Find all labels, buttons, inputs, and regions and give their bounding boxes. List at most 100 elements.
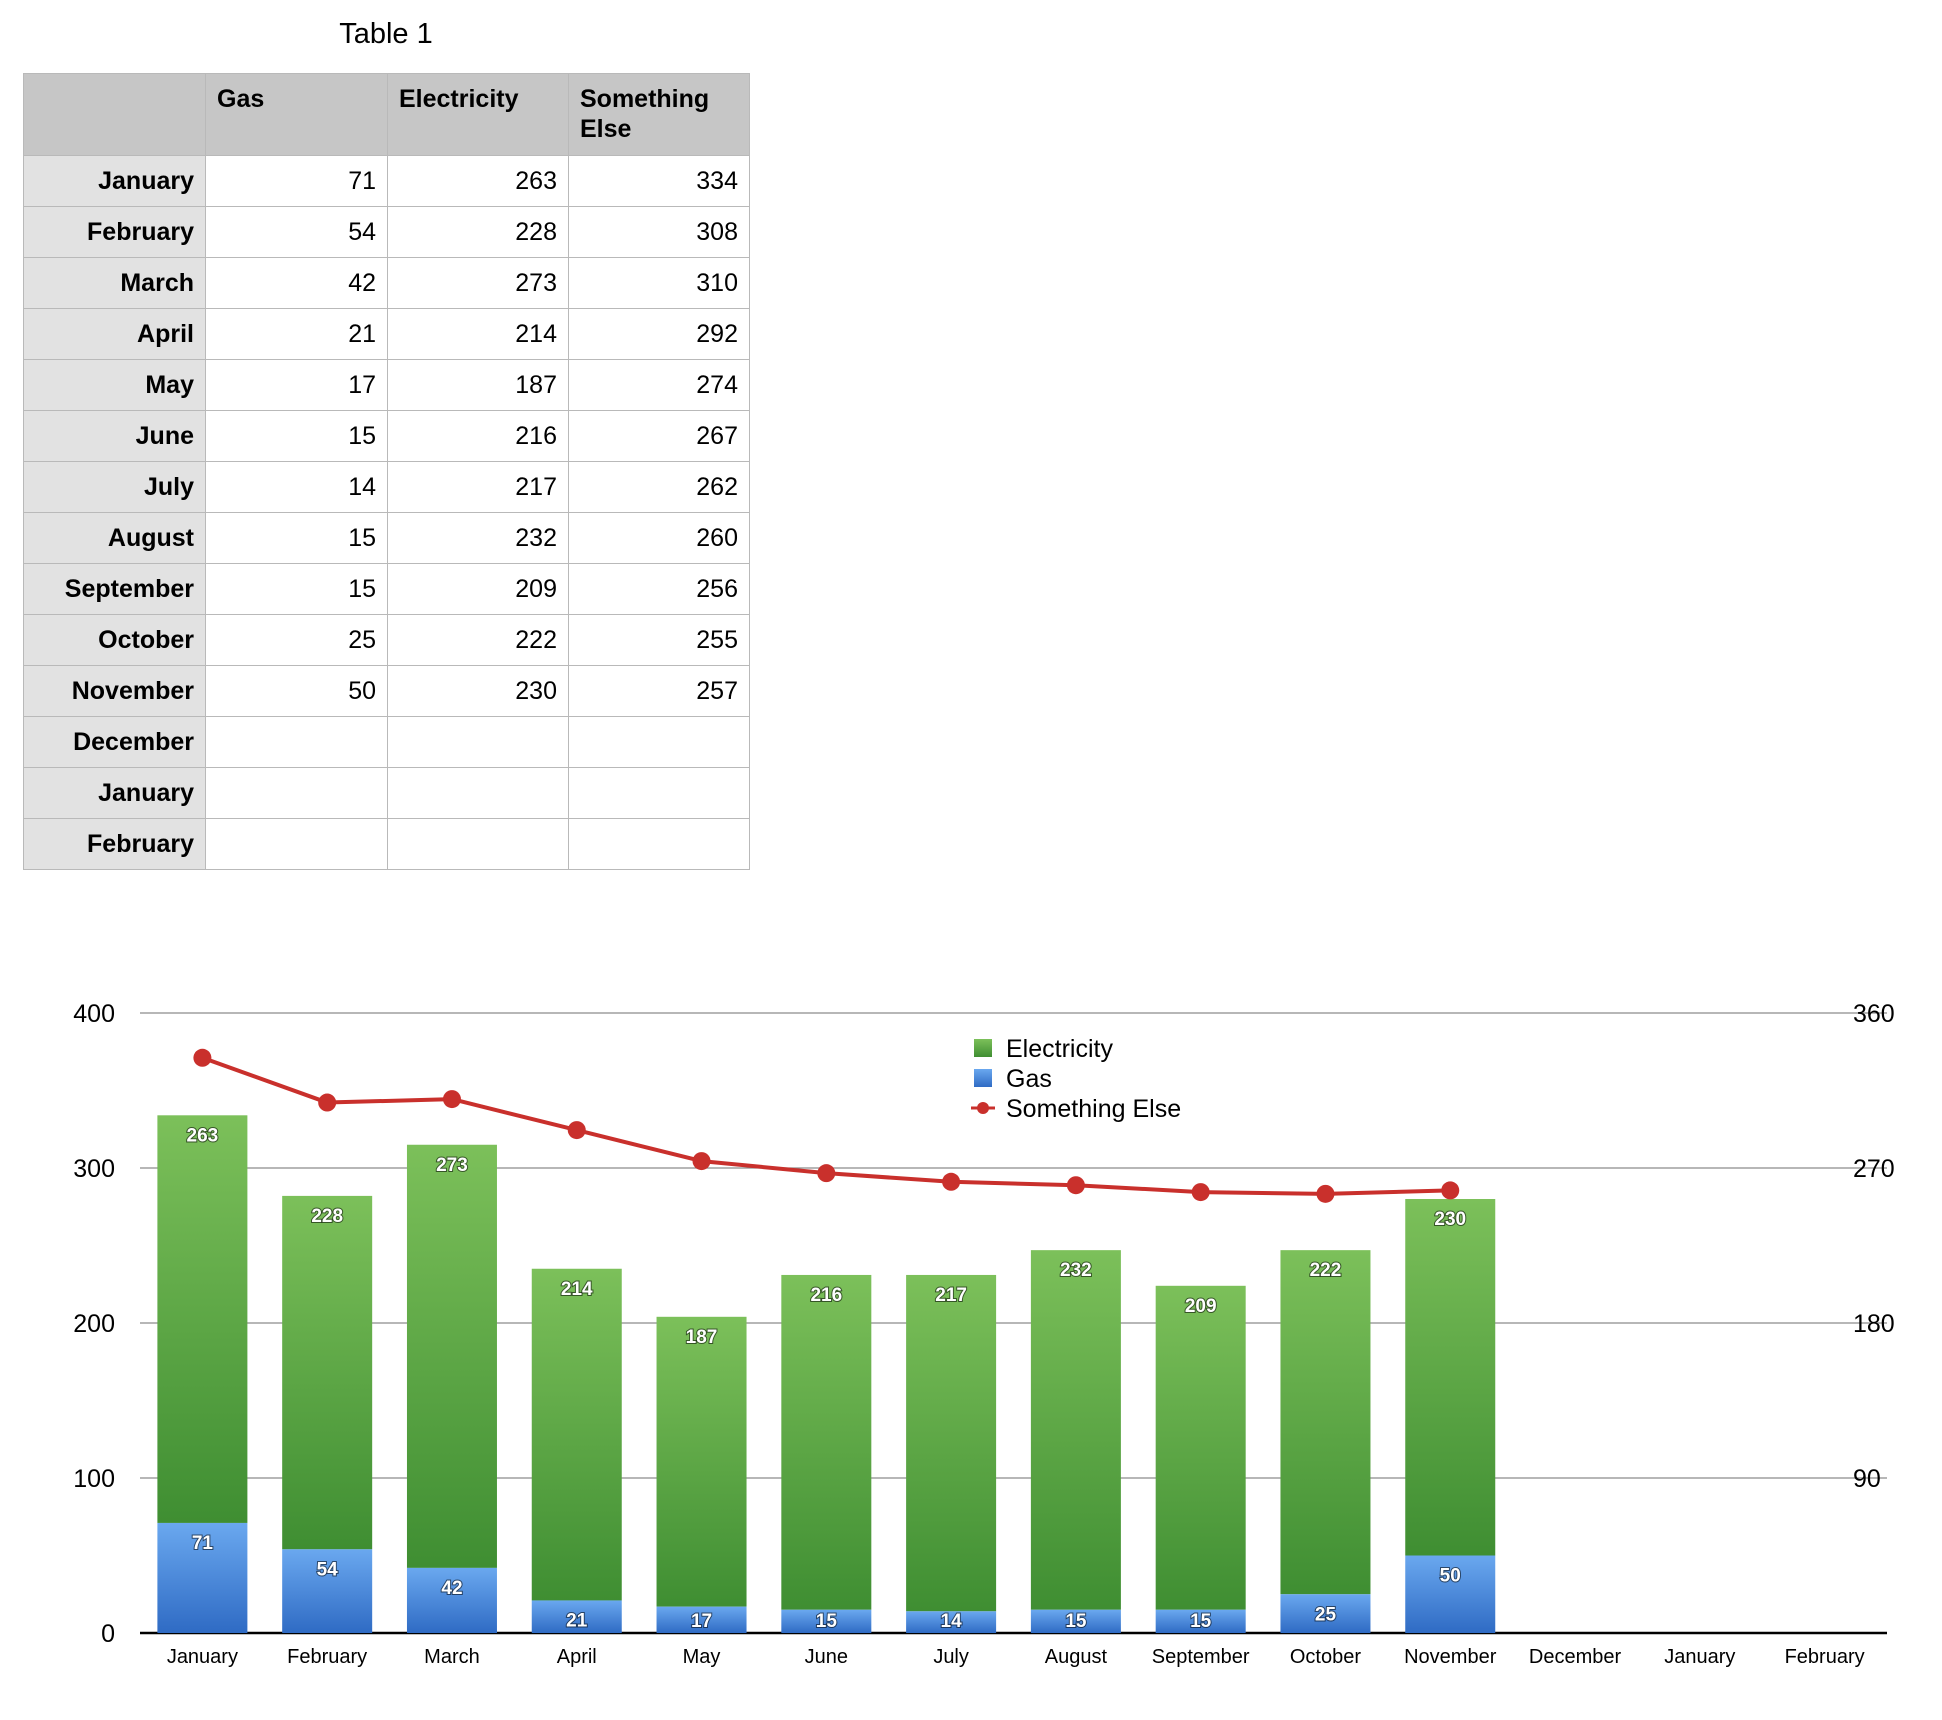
row-label: September bbox=[23, 563, 206, 615]
legend-label: Electricity bbox=[1006, 1035, 1113, 1063]
row-label: August bbox=[23, 512, 206, 564]
x-tick-label: May bbox=[683, 1646, 721, 1668]
legend-swatch bbox=[974, 1069, 992, 1087]
table-cell: 15 bbox=[205, 512, 388, 564]
x-tick-label: February bbox=[287, 1646, 367, 1668]
table-cell: 257 bbox=[568, 665, 750, 717]
table-cell: 228 bbox=[387, 206, 569, 258]
table-cell: 262 bbox=[568, 461, 750, 513]
header-electricity: Electricity bbox=[387, 73, 569, 156]
data-label-electricity: 228 bbox=[311, 1206, 343, 1227]
data-label-gas: 25 bbox=[1315, 1604, 1337, 1625]
bar-gas bbox=[282, 1549, 373, 1633]
data-label-gas: 15 bbox=[1065, 1611, 1087, 1632]
table-row: January 71 263 334 bbox=[23, 155, 750, 207]
table-row: February bbox=[23, 818, 750, 870]
bar-gas bbox=[157, 1522, 248, 1633]
point-something-else bbox=[692, 1152, 711, 1171]
table-cell: 14 bbox=[205, 461, 388, 513]
x-tick-label: October bbox=[1290, 1646, 1361, 1668]
legend-swatch bbox=[977, 1102, 989, 1114]
legend-label: Gas bbox=[1006, 1065, 1052, 1093]
bar-electricity bbox=[531, 1268, 622, 1601]
data-label-electricity: 216 bbox=[810, 1285, 842, 1306]
point-something-else bbox=[442, 1090, 461, 1109]
bar-electricity bbox=[1280, 1250, 1371, 1595]
legend-swatch bbox=[974, 1039, 992, 1057]
row-label: November bbox=[23, 665, 206, 717]
point-something-else bbox=[942, 1172, 961, 1191]
table-row: December bbox=[23, 716, 750, 768]
table-cell: 217 bbox=[387, 461, 569, 513]
table-cell bbox=[387, 767, 569, 819]
table-cell: 273 bbox=[387, 257, 569, 309]
data-label-electricity: 222 bbox=[1310, 1260, 1342, 1281]
y-tick-label: 100 bbox=[73, 1465, 115, 1493]
bar-gas bbox=[1405, 1555, 1496, 1633]
table-title: Table 1 bbox=[339, 18, 433, 50]
table-cell bbox=[205, 716, 388, 768]
row-label: July bbox=[23, 461, 206, 513]
table-row: October 25 222 255 bbox=[23, 614, 750, 666]
table-cell: 292 bbox=[568, 308, 750, 360]
table-cell: 334 bbox=[568, 155, 750, 207]
x-tick-label: August bbox=[1045, 1646, 1108, 1668]
table-cell: 263 bbox=[387, 155, 569, 207]
y2-tick-label: 90 bbox=[1853, 1465, 1881, 1493]
point-something-else bbox=[1066, 1176, 1085, 1195]
table-header-row: Gas Electricity Something Else bbox=[23, 73, 750, 156]
table-cell bbox=[205, 818, 388, 870]
table-row: August 15 232 260 bbox=[23, 512, 750, 564]
table-cell bbox=[568, 767, 750, 819]
table-cell: 187 bbox=[387, 359, 569, 411]
x-tick-label: January bbox=[167, 1646, 238, 1668]
table-row: March 42 273 310 bbox=[23, 257, 750, 309]
data-label-gas: 54 bbox=[317, 1559, 339, 1580]
x-tick-label: June bbox=[805, 1646, 848, 1668]
table-cell: 274 bbox=[568, 359, 750, 411]
table-cell: 310 bbox=[568, 257, 750, 309]
table-cell bbox=[568, 818, 750, 870]
data-label-electricity: 214 bbox=[561, 1279, 593, 1300]
table-cell: 222 bbox=[387, 614, 569, 666]
table-cell bbox=[568, 716, 750, 768]
data-table: Gas Electricity Something Else January 71… bbox=[23, 73, 750, 870]
point-something-else bbox=[1191, 1183, 1210, 1202]
row-label: March bbox=[23, 257, 206, 309]
header-gas: Gas bbox=[205, 73, 388, 156]
table-row: May 17 187 274 bbox=[23, 359, 750, 411]
table-row: July 14 217 262 bbox=[23, 461, 750, 513]
table-cell: 42 bbox=[205, 257, 388, 309]
row-label: October bbox=[23, 614, 206, 666]
data-label-electricity: 263 bbox=[187, 1125, 219, 1146]
y-tick-label: 300 bbox=[73, 1155, 115, 1183]
y-tick-label: 400 bbox=[73, 1000, 115, 1028]
table-cell: 54 bbox=[205, 206, 388, 258]
y-tick-label: 200 bbox=[73, 1310, 115, 1338]
table-cell: 216 bbox=[387, 410, 569, 462]
row-label: April bbox=[23, 308, 206, 360]
point-something-else bbox=[193, 1048, 212, 1067]
table-cell: 260 bbox=[568, 512, 750, 564]
data-label-gas: 15 bbox=[1190, 1611, 1212, 1632]
x-tick-label: September bbox=[1152, 1646, 1250, 1668]
data-label-gas: 50 bbox=[1440, 1566, 1461, 1587]
data-label-electricity: 230 bbox=[1434, 1209, 1466, 1230]
legend-label: Something Else bbox=[1006, 1095, 1181, 1123]
table-row: June 15 216 267 bbox=[23, 410, 750, 462]
header-corner bbox=[23, 73, 206, 156]
bar-electricity bbox=[406, 1144, 497, 1568]
x-tick-label: January bbox=[1664, 1646, 1735, 1668]
table-row: September 15 209 256 bbox=[23, 563, 750, 615]
table-row: April 21 214 292 bbox=[23, 308, 750, 360]
x-tick-label: December bbox=[1529, 1646, 1622, 1668]
bar-gas bbox=[1155, 1609, 1246, 1633]
table-cell: 255 bbox=[568, 614, 750, 666]
data-label-gas: 21 bbox=[566, 1610, 588, 1631]
bar-gas bbox=[1030, 1609, 1121, 1633]
data-label-electricity: 187 bbox=[686, 1327, 718, 1348]
bar-electricity bbox=[282, 1195, 373, 1550]
data-label-gas: 15 bbox=[816, 1611, 838, 1632]
table-cell: 25 bbox=[205, 614, 388, 666]
x-tick-label: November bbox=[1404, 1646, 1497, 1668]
